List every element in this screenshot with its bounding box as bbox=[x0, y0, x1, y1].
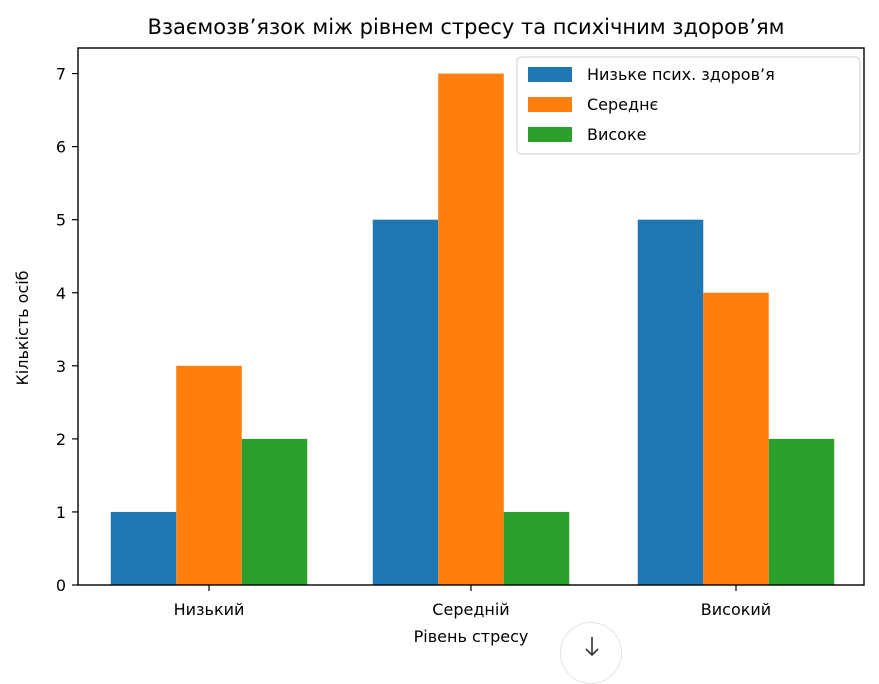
legend-swatch bbox=[528, 67, 572, 82]
bar-1-1 bbox=[110, 511, 177, 585]
x-axis-label: Рівень стресу bbox=[414, 627, 529, 646]
chart-title: Взаємозв’язок між рівнем стресу та психі… bbox=[147, 15, 784, 39]
legend: Низьке псих. здоров’я Середнє Високе bbox=[516, 56, 861, 155]
bar-1-2 bbox=[372, 219, 439, 585]
bar-3-1 bbox=[241, 438, 308, 585]
y-tick-label: 1 bbox=[56, 503, 66, 522]
legend-label: Середнє bbox=[587, 95, 658, 114]
y-tick-label: 7 bbox=[56, 65, 66, 84]
legend-label: Низьке псих. здоров’я bbox=[587, 65, 775, 84]
bar-3-2 bbox=[503, 511, 570, 585]
bar-1-3 bbox=[637, 219, 704, 585]
legend-label: Високе bbox=[587, 125, 646, 144]
y-tick-label: 0 bbox=[56, 576, 66, 595]
y-tick-label: 3 bbox=[56, 357, 66, 376]
axes-layer: 0 1 2 3 4 5 6 7 Низький Середній Високий bbox=[56, 47, 865, 619]
x-tick-label: Середній bbox=[432, 600, 509, 619]
legend-swatch bbox=[528, 127, 572, 142]
bar-2-3 bbox=[703, 292, 769, 585]
y-tick-label: 5 bbox=[56, 211, 66, 230]
x-tick-label: Низький bbox=[174, 600, 245, 619]
bar-2-2 bbox=[438, 73, 504, 586]
y-axis-label: Кількість осіб bbox=[13, 270, 32, 385]
y-tick-label: 4 bbox=[56, 284, 66, 303]
legend-box bbox=[516, 56, 861, 155]
bar-2-1 bbox=[176, 365, 242, 585]
bar-chart: Взаємозв’язок між рівнем стресу та психі… bbox=[13, 15, 865, 646]
chart: Взаємозв’язок між рівнем стресу та психі… bbox=[13, 15, 865, 684]
legend-swatch bbox=[528, 97, 572, 112]
y-tick-label: 2 bbox=[56, 430, 66, 449]
bars-layer bbox=[110, 73, 835, 586]
download-icon bbox=[585, 637, 599, 657]
bar-3-3 bbox=[768, 438, 835, 585]
download-button[interactable] bbox=[560, 622, 622, 684]
x-tick-label: Високий bbox=[701, 600, 771, 619]
y-tick-label: 6 bbox=[56, 138, 66, 157]
